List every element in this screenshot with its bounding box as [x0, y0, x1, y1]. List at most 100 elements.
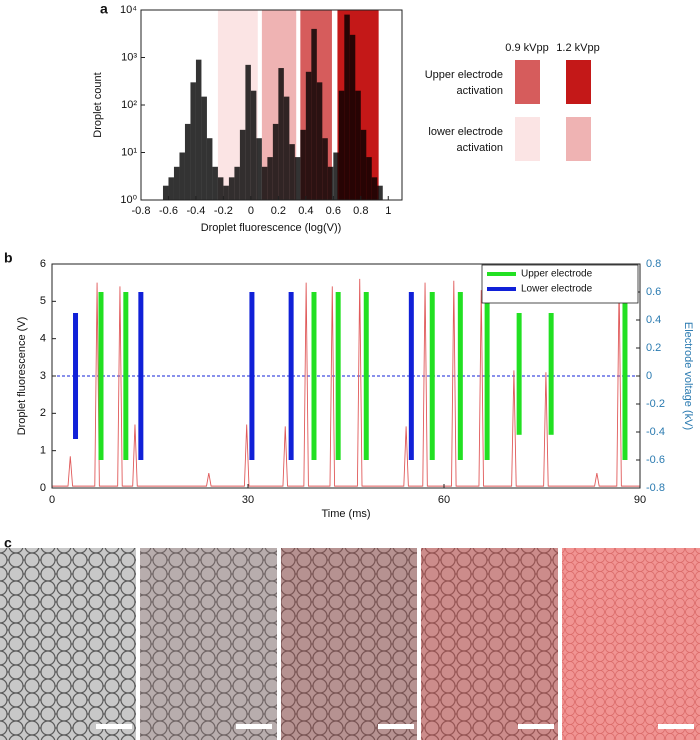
- histogram-bar: [217, 177, 224, 200]
- x-tick-label: -0.6: [159, 205, 178, 217]
- electrode-bar: [98, 292, 104, 460]
- histogram-bar: [168, 177, 174, 200]
- electrode-bar: [288, 292, 294, 460]
- y-tick-label: 5: [40, 295, 46, 307]
- histogram-bar: [322, 138, 328, 200]
- y-tick-label: 3: [40, 370, 46, 382]
- y-tick-label: 10⁴: [120, 4, 137, 16]
- histogram-bar: [316, 82, 323, 200]
- histogram-bar: [278, 68, 284, 201]
- histogram-bar: [294, 157, 301, 200]
- x-tick-label: 90: [634, 494, 646, 506]
- panel-label: a: [100, 1, 108, 17]
- y2-tick-label: 0: [646, 370, 652, 382]
- histogram-bar: [256, 138, 262, 200]
- x-tick-label: 0: [49, 494, 55, 506]
- histogram-bar: [184, 123, 191, 200]
- histogram-bar: [333, 152, 339, 200]
- histogram-bar: [206, 138, 213, 200]
- electrode-bar: [363, 292, 369, 460]
- histogram-bar: [239, 129, 246, 200]
- electrode-bar: [311, 292, 317, 460]
- histogram-bar: [355, 90, 361, 200]
- tint: [281, 548, 417, 740]
- micrograph: [0, 548, 136, 740]
- x-tick-label: 0.8: [353, 205, 368, 217]
- electrode-bar: [123, 292, 129, 460]
- y-tick-label: 6: [40, 258, 46, 270]
- y2-tick-label: -0.6: [646, 454, 665, 466]
- histogram-bar: [344, 14, 350, 200]
- histogram-bar: [261, 166, 268, 200]
- histogram-bar: [267, 157, 273, 200]
- y-tick-label: 4: [40, 333, 46, 345]
- histogram-bar: [305, 71, 312, 201]
- electrode-bar: [335, 292, 341, 460]
- electrode-bar: [408, 292, 414, 460]
- scale-bar: [518, 724, 554, 729]
- histogram-bar: [377, 185, 383, 200]
- tint: [562, 548, 700, 740]
- histogram-bar: [272, 123, 279, 200]
- histogram-bar: [212, 166, 218, 200]
- y-axis-label: Droplet count: [92, 72, 104, 137]
- fluorescence-line: [52, 278, 640, 487]
- legend-column: 0.9 kVpp: [505, 42, 548, 54]
- y2-tick-label: 0.6: [646, 286, 661, 298]
- histogram-bar: [173, 166, 180, 200]
- electrode-bar: [73, 313, 79, 439]
- y2-tick-label: 0.4: [646, 314, 661, 326]
- x-axis-label: Droplet fluorescence (log(V)): [201, 222, 342, 234]
- micrograph: [140, 548, 277, 740]
- micrograph: [562, 548, 700, 740]
- x-tick-label: 0.6: [326, 205, 341, 217]
- x-tick-label: 1: [385, 205, 391, 217]
- legend-swatch: [566, 60, 591, 104]
- histogram-bar: [201, 96, 207, 200]
- histogram-bar: [223, 185, 229, 200]
- histogram-bar: [338, 90, 345, 200]
- y-tick-label: 0: [40, 482, 46, 494]
- histogram-bar: [349, 34, 356, 201]
- histogram-bar: [179, 152, 185, 200]
- y2-tick-label: -0.2: [646, 398, 665, 410]
- y-tick-label: 2: [40, 407, 46, 419]
- x-tick-label: -0.4: [186, 205, 205, 217]
- y2-axis-label: Electrode voltage (kV): [682, 322, 694, 430]
- y2-tick-label: -0.8: [646, 482, 665, 494]
- x-tick-label: 0.4: [298, 205, 313, 217]
- legend-box: [481, 264, 639, 304]
- scale-bar: [378, 724, 414, 729]
- histogram-bar: [250, 90, 257, 200]
- electrode-bar: [516, 313, 522, 435]
- scale-bar: [236, 724, 272, 729]
- legend-swatch: [515, 117, 540, 161]
- x-axis-label: Time (ms): [321, 508, 370, 520]
- y2-tick-label: -0.4: [646, 426, 665, 438]
- legend-swatch: [515, 60, 540, 104]
- histogram-bar: [162, 185, 169, 200]
- y2-tick-label: 0.2: [646, 342, 661, 354]
- histogram-bar: [360, 129, 367, 200]
- histogram-bar: [195, 59, 202, 201]
- y-tick-label: 10²: [121, 99, 137, 111]
- histogram-bar: [371, 177, 378, 200]
- scale-bar: [658, 724, 694, 729]
- histogram-bar: [228, 177, 235, 200]
- legend-label: Upper electrode: [521, 269, 593, 280]
- histogram-bar: [190, 82, 196, 200]
- micrograph: [281, 548, 417, 740]
- y-tick-label: 10¹: [121, 146, 137, 158]
- histogram-bar: [245, 64, 251, 200]
- electrode-bar: [484, 292, 490, 460]
- panel-label: b: [4, 250, 13, 266]
- histogram-bar: [283, 96, 290, 200]
- y-axis-label: Droplet fluorescence (V): [16, 317, 28, 436]
- legend-swatch: [566, 117, 591, 161]
- histogram-bar: [311, 28, 317, 201]
- y-tick-label: 10³: [121, 51, 137, 63]
- tint: [140, 548, 277, 740]
- x-tick-label: 0: [248, 205, 254, 217]
- electrode-bar: [429, 292, 435, 460]
